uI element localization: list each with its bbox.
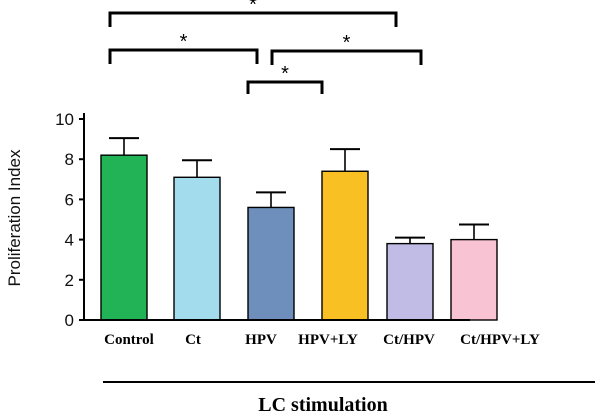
bar-hpv-ly — [321, 170, 369, 321]
significance-brackets: * * * * — [108, 0, 423, 94]
category-label: Ct — [185, 332, 201, 348]
bar-ct-hpv-ly — [450, 238, 498, 321]
category-label: HPV — [245, 332, 277, 348]
y-tick-label: 4 — [65, 231, 74, 250]
significance-star: * — [180, 31, 188, 53]
y-tick-label: 0 — [65, 311, 74, 330]
bar-ct — [173, 176, 221, 321]
significance-bracket — [270, 49, 423, 65]
significance-bracket — [246, 80, 324, 94]
y-axis: 0 2 4 6 8 10 — [55, 110, 470, 330]
y-tick-label: 6 — [65, 190, 74, 209]
bar-control — [100, 154, 148, 321]
y-tick-label: 8 — [65, 150, 74, 169]
x-axis-label: LC stimulation — [258, 394, 387, 416]
bar-ct-hpv — [386, 242, 434, 321]
category-label: HPV+LY — [298, 332, 358, 348]
significance-star: * — [281, 63, 289, 85]
significance-bracket — [108, 11, 398, 27]
category-label: Control — [104, 332, 154, 348]
significance-star: * — [343, 32, 351, 54]
y-tick-label: 10 — [55, 110, 74, 129]
category-label: Ct/HPV+LY — [460, 332, 540, 348]
significance-bracket — [108, 48, 259, 64]
bar-hpv — [247, 206, 295, 321]
significance-star: * — [249, 0, 257, 16]
y-axis-label: Proliferation Index — [5, 149, 24, 287]
bars: Control Ct HPV HPV+LY Ct/HPV Ct/HPV+LY — [100, 137, 540, 348]
y-tick-label: 2 — [65, 271, 74, 290]
category-label: Ct/HPV — [383, 332, 435, 348]
